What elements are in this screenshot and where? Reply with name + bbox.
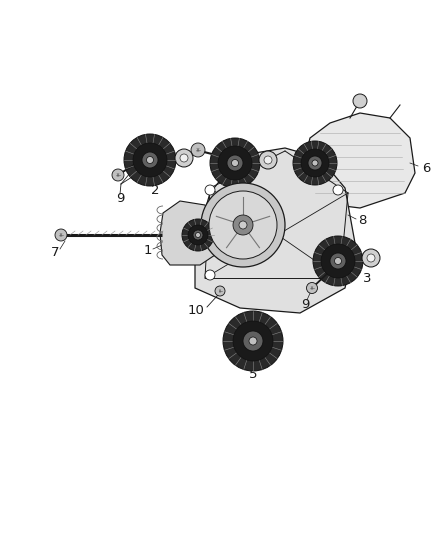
Text: 6: 6	[422, 161, 431, 174]
Text: 7: 7	[51, 246, 59, 260]
Circle shape	[191, 143, 205, 157]
Circle shape	[227, 155, 243, 171]
Text: 9: 9	[301, 298, 309, 311]
Circle shape	[201, 183, 285, 267]
Circle shape	[133, 143, 167, 177]
Circle shape	[333, 270, 343, 280]
Circle shape	[233, 215, 253, 235]
Text: 4: 4	[233, 184, 241, 198]
Circle shape	[209, 191, 277, 259]
Circle shape	[223, 311, 283, 371]
Circle shape	[321, 244, 355, 278]
Text: 9: 9	[116, 191, 124, 205]
Circle shape	[333, 185, 343, 195]
Circle shape	[55, 229, 67, 241]
Polygon shape	[195, 148, 355, 313]
Polygon shape	[305, 113, 415, 208]
Circle shape	[188, 225, 208, 245]
Circle shape	[301, 149, 329, 177]
Circle shape	[205, 185, 215, 195]
Circle shape	[193, 230, 203, 240]
Circle shape	[308, 156, 322, 170]
Circle shape	[195, 232, 201, 238]
Circle shape	[210, 138, 260, 188]
Text: 3: 3	[363, 272, 371, 286]
Circle shape	[205, 270, 215, 280]
Circle shape	[239, 221, 247, 229]
Circle shape	[367, 254, 375, 262]
Circle shape	[249, 337, 257, 345]
Text: 10: 10	[187, 304, 205, 318]
Circle shape	[353, 94, 367, 108]
Circle shape	[182, 219, 214, 251]
Circle shape	[335, 257, 342, 264]
Circle shape	[180, 154, 188, 162]
Circle shape	[312, 160, 318, 166]
Circle shape	[293, 141, 337, 185]
Polygon shape	[160, 201, 215, 265]
Circle shape	[233, 321, 273, 361]
Circle shape	[146, 157, 153, 164]
Text: 1: 1	[144, 245, 152, 257]
Text: 2: 2	[151, 183, 159, 197]
Circle shape	[330, 253, 346, 269]
Circle shape	[232, 159, 239, 166]
Circle shape	[215, 286, 225, 296]
Circle shape	[218, 146, 252, 180]
Circle shape	[307, 282, 318, 294]
Circle shape	[243, 331, 263, 351]
Text: 8: 8	[358, 214, 366, 228]
Circle shape	[124, 134, 176, 186]
Text: 5: 5	[249, 368, 257, 382]
Circle shape	[362, 249, 380, 267]
Circle shape	[175, 149, 193, 167]
Circle shape	[259, 151, 277, 169]
Circle shape	[112, 169, 124, 181]
Circle shape	[264, 156, 272, 164]
Circle shape	[142, 152, 158, 168]
Circle shape	[313, 236, 363, 286]
